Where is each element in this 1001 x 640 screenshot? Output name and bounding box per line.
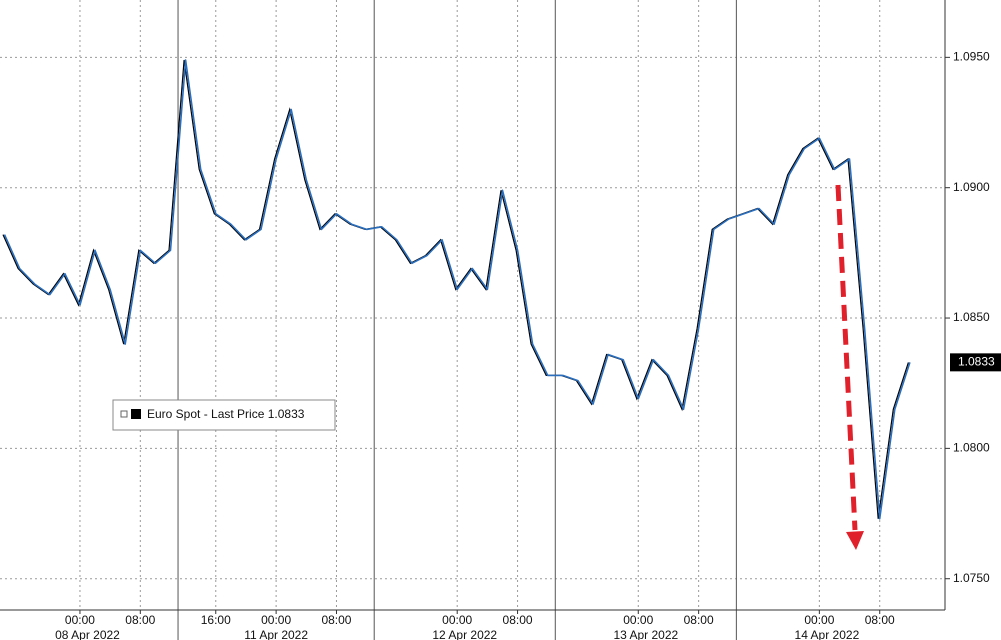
legend-swatch	[131, 409, 141, 419]
x-tick-label: 00:00	[65, 613, 95, 627]
legend-series-name: Euro Spot - Last Price	[147, 407, 265, 421]
legend: Euro Spot - Last Price 1.0833	[112, 399, 336, 431]
x-tick-label: 00:00	[261, 613, 291, 627]
last-price-label: 1.0833	[958, 355, 995, 369]
x-tick-label: 00:00	[804, 613, 834, 627]
x-tick-label: 16:00	[201, 613, 231, 627]
date-label: 11 Apr 2022	[244, 628, 308, 640]
x-tick-label: 08:00	[684, 613, 714, 627]
y-tick-label: 1.0950	[953, 50, 990, 64]
date-label: 08 Apr 2022	[55, 628, 120, 640]
date-label: 12 Apr 2022	[432, 628, 497, 640]
y-tick-label: 1.0750	[953, 571, 990, 585]
legend-box	[112, 399, 336, 431]
y-tick-label: 1.0900	[953, 180, 990, 194]
x-tick-label: 08:00	[503, 613, 533, 627]
series-shadow	[2, 59, 909, 519]
x-tick-label: 00:00	[623, 613, 653, 627]
last-price-tag	[950, 353, 1001, 372]
annotation-arrow	[835, 184, 864, 550]
date-label: 14 Apr 2022	[795, 628, 860, 640]
legend-label: Euro Spot - Last Price 1.0833	[147, 407, 305, 421]
legend-toggle	[120, 410, 128, 418]
date-label: 13 Apr 2022	[613, 628, 678, 640]
legend-last-value: 1.0833	[268, 407, 305, 421]
series-line	[3, 59, 911, 520]
grid-layer	[0, 0, 945, 640]
data-layer	[2, 59, 911, 520]
x-tick-label: 08:00	[125, 613, 155, 627]
y-tick-label: 1.0850	[953, 310, 990, 324]
y-tick-label: 1.0800	[953, 441, 990, 455]
x-tick-label: 00:00	[442, 613, 472, 627]
x-tick-label: 08:00	[865, 613, 895, 627]
x-tick-label: 08:00	[321, 613, 351, 627]
